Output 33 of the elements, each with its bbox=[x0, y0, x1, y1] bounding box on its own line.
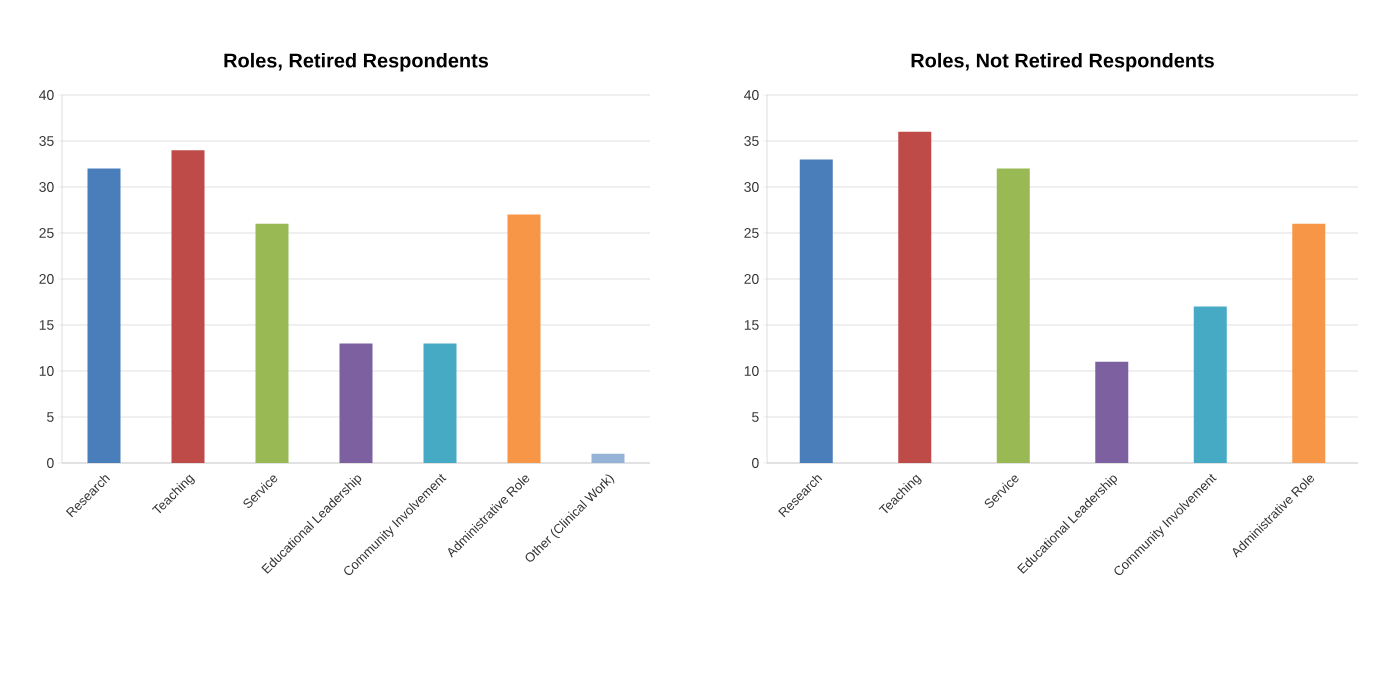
bar bbox=[996, 168, 1030, 463]
y-tick-label: 0 bbox=[47, 458, 54, 468]
bar bbox=[1193, 306, 1227, 463]
bar bbox=[1292, 223, 1326, 463]
chart-title: Roles, Not Retired Respondents bbox=[911, 52, 1214, 72]
y-tick-label: 15 bbox=[744, 320, 759, 330]
bar bbox=[898, 131, 932, 463]
y-tick-label: 15 bbox=[39, 320, 54, 330]
y-tick-label: 35 bbox=[39, 136, 54, 146]
bar bbox=[87, 168, 121, 463]
bar bbox=[507, 214, 541, 463]
y-tick-label: 25 bbox=[39, 228, 54, 238]
y-tick-label: 40 bbox=[39, 90, 54, 100]
y-tick-label: 20 bbox=[744, 274, 759, 284]
y-tick-label: 5 bbox=[752, 412, 759, 422]
y-tick-label: 35 bbox=[744, 136, 759, 146]
bar bbox=[799, 159, 833, 463]
bar bbox=[591, 453, 625, 463]
bar bbox=[423, 343, 457, 463]
y-tick-label: 10 bbox=[744, 366, 759, 376]
y-tick-label: 10 bbox=[39, 366, 54, 376]
bar bbox=[1095, 361, 1129, 463]
y-tick-label: 30 bbox=[744, 182, 759, 192]
bar bbox=[171, 150, 205, 463]
y-tick-label: 25 bbox=[744, 228, 759, 238]
y-tick-label: 0 bbox=[752, 458, 759, 468]
y-tick-label: 5 bbox=[47, 412, 54, 422]
y-tick-label: 30 bbox=[39, 182, 54, 192]
y-tick-label: 20 bbox=[39, 274, 54, 284]
y-tick-label: 40 bbox=[744, 90, 759, 100]
bar bbox=[255, 223, 289, 463]
bar bbox=[339, 343, 373, 463]
chart-title: Roles, Retired Respondents bbox=[224, 52, 489, 72]
